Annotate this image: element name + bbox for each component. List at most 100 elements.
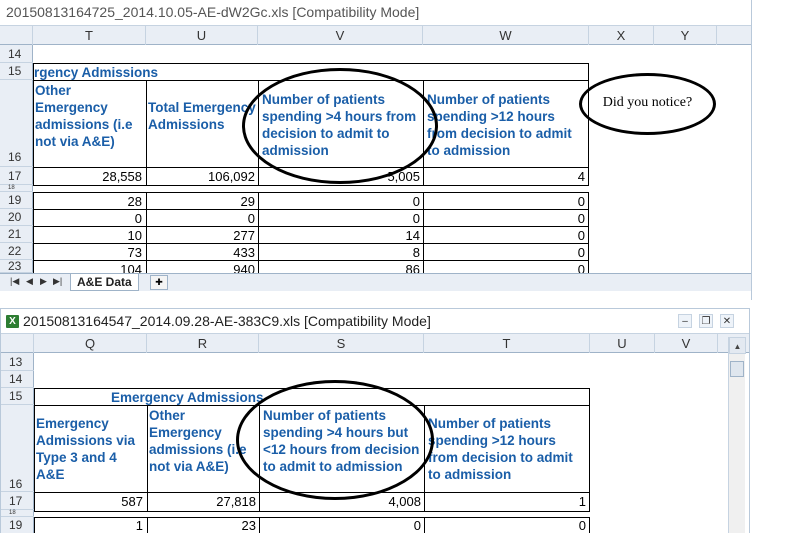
row-header-19[interactable]: 19 xyxy=(1,517,34,533)
row-header-22[interactable]: 22 xyxy=(0,243,33,260)
select-all-corner[interactable] xyxy=(0,26,33,45)
grid-line xyxy=(33,243,589,244)
excel-icon: X xyxy=(6,315,19,328)
column-header-S[interactable]: S xyxy=(259,334,424,353)
table-cell[interactable]: 29 xyxy=(240,194,255,209)
total-cell[interactable]: 106,092 xyxy=(208,169,255,184)
column-header-U[interactable]: U xyxy=(146,26,258,45)
vertical-scrollbar[interactable]: ▲ xyxy=(728,337,746,533)
row-header-column: 13 14 15 16 17 18 19 xyxy=(1,353,34,533)
close-icon[interactable]: ✕ xyxy=(720,314,734,328)
column-header-V[interactable]: V xyxy=(655,334,718,353)
row-header-14[interactable]: 14 xyxy=(0,45,33,63)
column-header-W[interactable]: W xyxy=(423,26,589,45)
table-cell[interactable]: 23 xyxy=(241,518,256,533)
row-header-18[interactable]: 18 xyxy=(1,510,34,517)
column-header-row: Q R S T U V xyxy=(1,333,749,353)
column-header-R[interactable]: R xyxy=(147,334,259,353)
grid-line xyxy=(33,260,589,261)
table-cell[interactable]: 0 xyxy=(247,211,255,226)
window-title: 20150813164547_2014.09.28-AE-383C9.xls [… xyxy=(23,313,431,329)
table-cell[interactable]: 277 xyxy=(233,228,255,243)
grid-line xyxy=(258,192,259,276)
header-type3-4-ae[interactable]: Emergency Admissions via Type 3 and 4 A&… xyxy=(36,416,136,482)
prev-sheet-icon[interactable]: ◀ xyxy=(26,276,33,286)
header-other-emergency[interactable]: Other Emergency admissions (i.e not via … xyxy=(149,408,247,474)
insert-sheet-icon[interactable]: ✚ xyxy=(150,275,168,290)
grid-line xyxy=(423,192,424,276)
row-header-16[interactable]: 16 xyxy=(0,80,33,167)
select-all-corner[interactable] xyxy=(1,334,34,353)
table-cell[interactable]: 0 xyxy=(134,211,142,226)
row-header-21[interactable]: 21 xyxy=(0,226,33,243)
data-table-border xyxy=(34,517,590,533)
header-over-12-hours[interactable]: Number of patients spending >12 hours fr… xyxy=(427,92,572,158)
table-cell[interactable]: 28 xyxy=(127,194,142,209)
first-sheet-icon[interactable]: |◀ xyxy=(10,276,20,286)
table-cell[interactable]: 0 xyxy=(577,262,585,277)
row-header-19[interactable]: 19 xyxy=(0,192,33,209)
column-header-U[interactable]: U xyxy=(590,334,655,353)
sheet-tab-bar: |◀ ◀ ▶ ▶| A&E Data ✚ xyxy=(0,273,751,291)
grid-line xyxy=(147,405,148,512)
scroll-thumb[interactable] xyxy=(730,361,744,377)
grid-line xyxy=(259,517,260,533)
table-cell[interactable]: 0 xyxy=(412,194,420,209)
total-cell[interactable]: 28,558 xyxy=(102,169,142,184)
table-cell[interactable]: 0 xyxy=(577,194,585,209)
sheet-tab-ae-data[interactable]: A&E Data xyxy=(70,274,139,291)
table-cell[interactable]: 73 xyxy=(127,245,142,260)
row-header-13[interactable]: 13 xyxy=(1,353,34,371)
next-sheet-icon[interactable]: ▶ xyxy=(40,276,47,286)
spreadsheet-window-2[interactable]: X 20150813164547_2014.09.28-AE-383C9.xls… xyxy=(0,308,750,533)
table-cell[interactable]: 0 xyxy=(412,211,420,226)
window-titlebar[interactable]: 20150813164725_2014.10.05-AE-dW2Gc.xls [… xyxy=(0,0,751,24)
scroll-up-icon[interactable]: ▲ xyxy=(729,337,746,354)
column-header-Y[interactable]: Y xyxy=(654,26,717,45)
last-sheet-icon[interactable]: ▶| xyxy=(53,276,63,286)
table-cell[interactable]: 10 xyxy=(127,228,142,243)
highlight-ellipse xyxy=(236,380,434,500)
table-cell[interactable]: 433 xyxy=(233,245,255,260)
header-over-12-hours[interactable]: Number of patients spending >12 hours fr… xyxy=(428,416,573,482)
row-header-17[interactable]: 17 xyxy=(0,167,33,185)
table-cell[interactable]: 0 xyxy=(577,211,585,226)
column-header-X[interactable]: X xyxy=(589,26,654,45)
section-title: rgency Admissions xyxy=(34,65,159,80)
column-header-Q[interactable]: Q xyxy=(34,334,147,353)
row-header-16[interactable]: 16 xyxy=(1,405,34,492)
row-header-14[interactable]: 14 xyxy=(1,371,34,388)
row-header-23[interactable]: 23 xyxy=(0,260,33,273)
spreadsheet-window-1[interactable]: 20150813164725_2014.10.05-AE-dW2Gc.xls [… xyxy=(0,0,752,300)
column-header-V[interactable]: V xyxy=(258,26,423,45)
column-header-T[interactable]: T xyxy=(424,334,590,353)
total-cell[interactable]: 4 xyxy=(577,169,585,184)
table-cell[interactable]: 0 xyxy=(577,245,585,260)
grid-line xyxy=(33,209,589,210)
total-cell[interactable]: 27,818 xyxy=(216,494,256,509)
restore-icon[interactable]: ❐ xyxy=(699,314,713,328)
window-titlebar[interactable]: X 20150813164547_2014.09.28-AE-383C9.xls… xyxy=(1,309,749,333)
header-other-emergency[interactable]: Other Emergency admissions (i.e not via … xyxy=(35,83,133,149)
row-header-15[interactable]: 15 xyxy=(1,388,34,405)
total-cell[interactable]: 4,008 xyxy=(388,494,421,509)
table-cell[interactable]: 0 xyxy=(413,518,421,533)
window-title: 20150813164725_2014.10.05-AE-dW2Gc.xls [… xyxy=(6,4,420,20)
highlight-ellipse xyxy=(242,68,438,184)
column-header-T[interactable]: T xyxy=(33,26,146,45)
table-cell[interactable]: 14 xyxy=(405,228,420,243)
grid-line xyxy=(147,517,148,533)
row-header-15[interactable]: 15 xyxy=(0,63,33,80)
total-cell[interactable]: 1 xyxy=(578,494,586,509)
total-cell[interactable]: 587 xyxy=(121,494,143,509)
row-header-20[interactable]: 20 xyxy=(0,209,33,226)
table-cell[interactable]: 1 xyxy=(135,518,143,533)
row-header-18[interactable]: 18 xyxy=(0,185,33,192)
table-cell[interactable]: 0 xyxy=(578,518,586,533)
table-cell[interactable]: 0 xyxy=(577,228,585,243)
header-total-emergency[interactable]: Total Emergency Admissions xyxy=(148,100,256,132)
row-header-17[interactable]: 17 xyxy=(1,492,34,510)
row-header-column: 14 15 16 17 18 19 20 21 22 23 xyxy=(0,45,33,273)
table-cell[interactable]: 8 xyxy=(412,245,420,260)
minimize-icon[interactable]: – xyxy=(678,314,692,328)
